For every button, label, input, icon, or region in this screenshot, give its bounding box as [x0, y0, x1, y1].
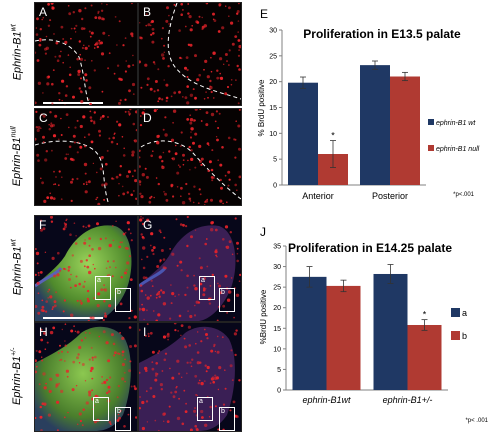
micrograph-h: a b H — [34, 322, 138, 432]
scale-bar — [43, 102, 103, 104]
legend-label-0: a — [462, 308, 467, 318]
y-tick-label: 30 — [273, 264, 281, 271]
roi-label-a: a — [97, 277, 101, 284]
chart-title: Proliferation in E13.5 palate — [303, 27, 461, 41]
y-tick-label: 10 — [269, 131, 277, 138]
category-label: ephrin-B1wt — [302, 395, 351, 405]
micrograph-c: C — [34, 108, 138, 206]
bar — [326, 285, 361, 390]
y-tick-label: 0 — [277, 388, 281, 395]
micrograph-g: a b G — [138, 215, 242, 322]
legend-label-0: ephrin-B1 wt — [436, 120, 476, 127]
bar — [292, 276, 327, 390]
bar — [288, 82, 318, 185]
micrograph-f: a b F — [34, 215, 138, 322]
significance-note: *p<.001 — [453, 192, 475, 198]
y-tick-label: 25 — [273, 285, 281, 292]
roi-box-b — [115, 407, 131, 431]
panel-letter-d: D — [143, 111, 152, 125]
significance-marker: * — [423, 310, 427, 320]
roi-box-b — [219, 407, 235, 431]
roi-box-a — [93, 397, 109, 421]
y-tick-label: 15 — [269, 105, 277, 112]
micrograph-b: B — [138, 2, 242, 106]
significance-note: *p< .001 — [465, 418, 488, 424]
chart-j: J Proliferation in E14.25 palate %BrdU p… — [259, 225, 489, 424]
roi-box-a — [95, 276, 111, 300]
y-tick-label: 10 — [273, 346, 281, 353]
micrograph-d: D — [138, 108, 242, 206]
legend-label-1: ephrin-B1 null — [436, 146, 480, 153]
roi-label-b: b — [221, 289, 225, 296]
panel-letter-j: J — [260, 225, 266, 239]
panel-letter-i: I — [143, 325, 147, 339]
category-label: ephrin-B1+/- — [383, 395, 433, 405]
roi-label-a: a — [95, 398, 99, 405]
micrograph-a: A — [34, 2, 138, 106]
roi-label-b: b — [117, 408, 121, 415]
micrograph-i: a b I — [138, 322, 242, 432]
significance-marker: * — [331, 131, 335, 141]
roi-box-a — [197, 397, 213, 421]
chart-e: E Proliferation in E13.5 palate % BrdU p… — [257, 7, 480, 201]
chart-title: Proliferation in E14.25 palate — [288, 241, 452, 255]
row-label-3: Ephrin-B1wt — [10, 239, 24, 296]
roi-box-a — [199, 276, 215, 300]
y-axis-label: %BrdU positive — [259, 289, 268, 344]
legend-swatch — [451, 331, 460, 340]
panel-letter-f: F — [39, 218, 47, 232]
panel-letter-a: A — [39, 5, 48, 19]
row-label-1: Ephrin-B1wt — [10, 24, 24, 81]
roi-label-b: b — [221, 408, 225, 415]
bar — [390, 76, 420, 185]
y-tick-label: 5 — [273, 157, 277, 164]
roi-label-b: b — [117, 289, 121, 296]
roi-box-b — [219, 288, 235, 312]
legend-swatch — [428, 145, 434, 151]
y-tick-label: 30 — [269, 28, 277, 35]
category-label: Posterior — [372, 191, 408, 201]
y-tick-label: 20 — [269, 79, 277, 86]
legend-swatch — [428, 119, 434, 125]
panel-letter-c: C — [39, 111, 48, 125]
roi-box-b — [115, 288, 131, 312]
panel-letter-b: B — [143, 5, 152, 19]
y-tick-label: 35 — [273, 244, 281, 251]
y-tick-label: 25 — [269, 53, 277, 60]
roi-label-a: a — [201, 277, 205, 284]
row-label-2: Ephrin-B1null — [10, 126, 24, 186]
y-tick-label: 0 — [273, 183, 277, 190]
y-axis-label: % BrdU positive — [257, 79, 266, 136]
panel-letter-h: H — [39, 325, 48, 339]
row-label-4: Ephrin-B1+/- — [10, 347, 24, 405]
bar — [407, 324, 442, 390]
y-tick-label: 15 — [273, 326, 281, 333]
panel-letter-g: G — [143, 218, 153, 232]
bar — [360, 65, 390, 185]
roi-label-a: a — [199, 398, 203, 405]
bar — [373, 273, 408, 390]
y-tick-label: 5 — [277, 367, 281, 374]
legend-label-1: b — [462, 331, 467, 341]
panel-letter-e: E — [260, 7, 268, 21]
legend-swatch — [451, 308, 460, 317]
y-tick-label: 20 — [273, 305, 281, 312]
category-label: Anterior — [302, 191, 334, 201]
